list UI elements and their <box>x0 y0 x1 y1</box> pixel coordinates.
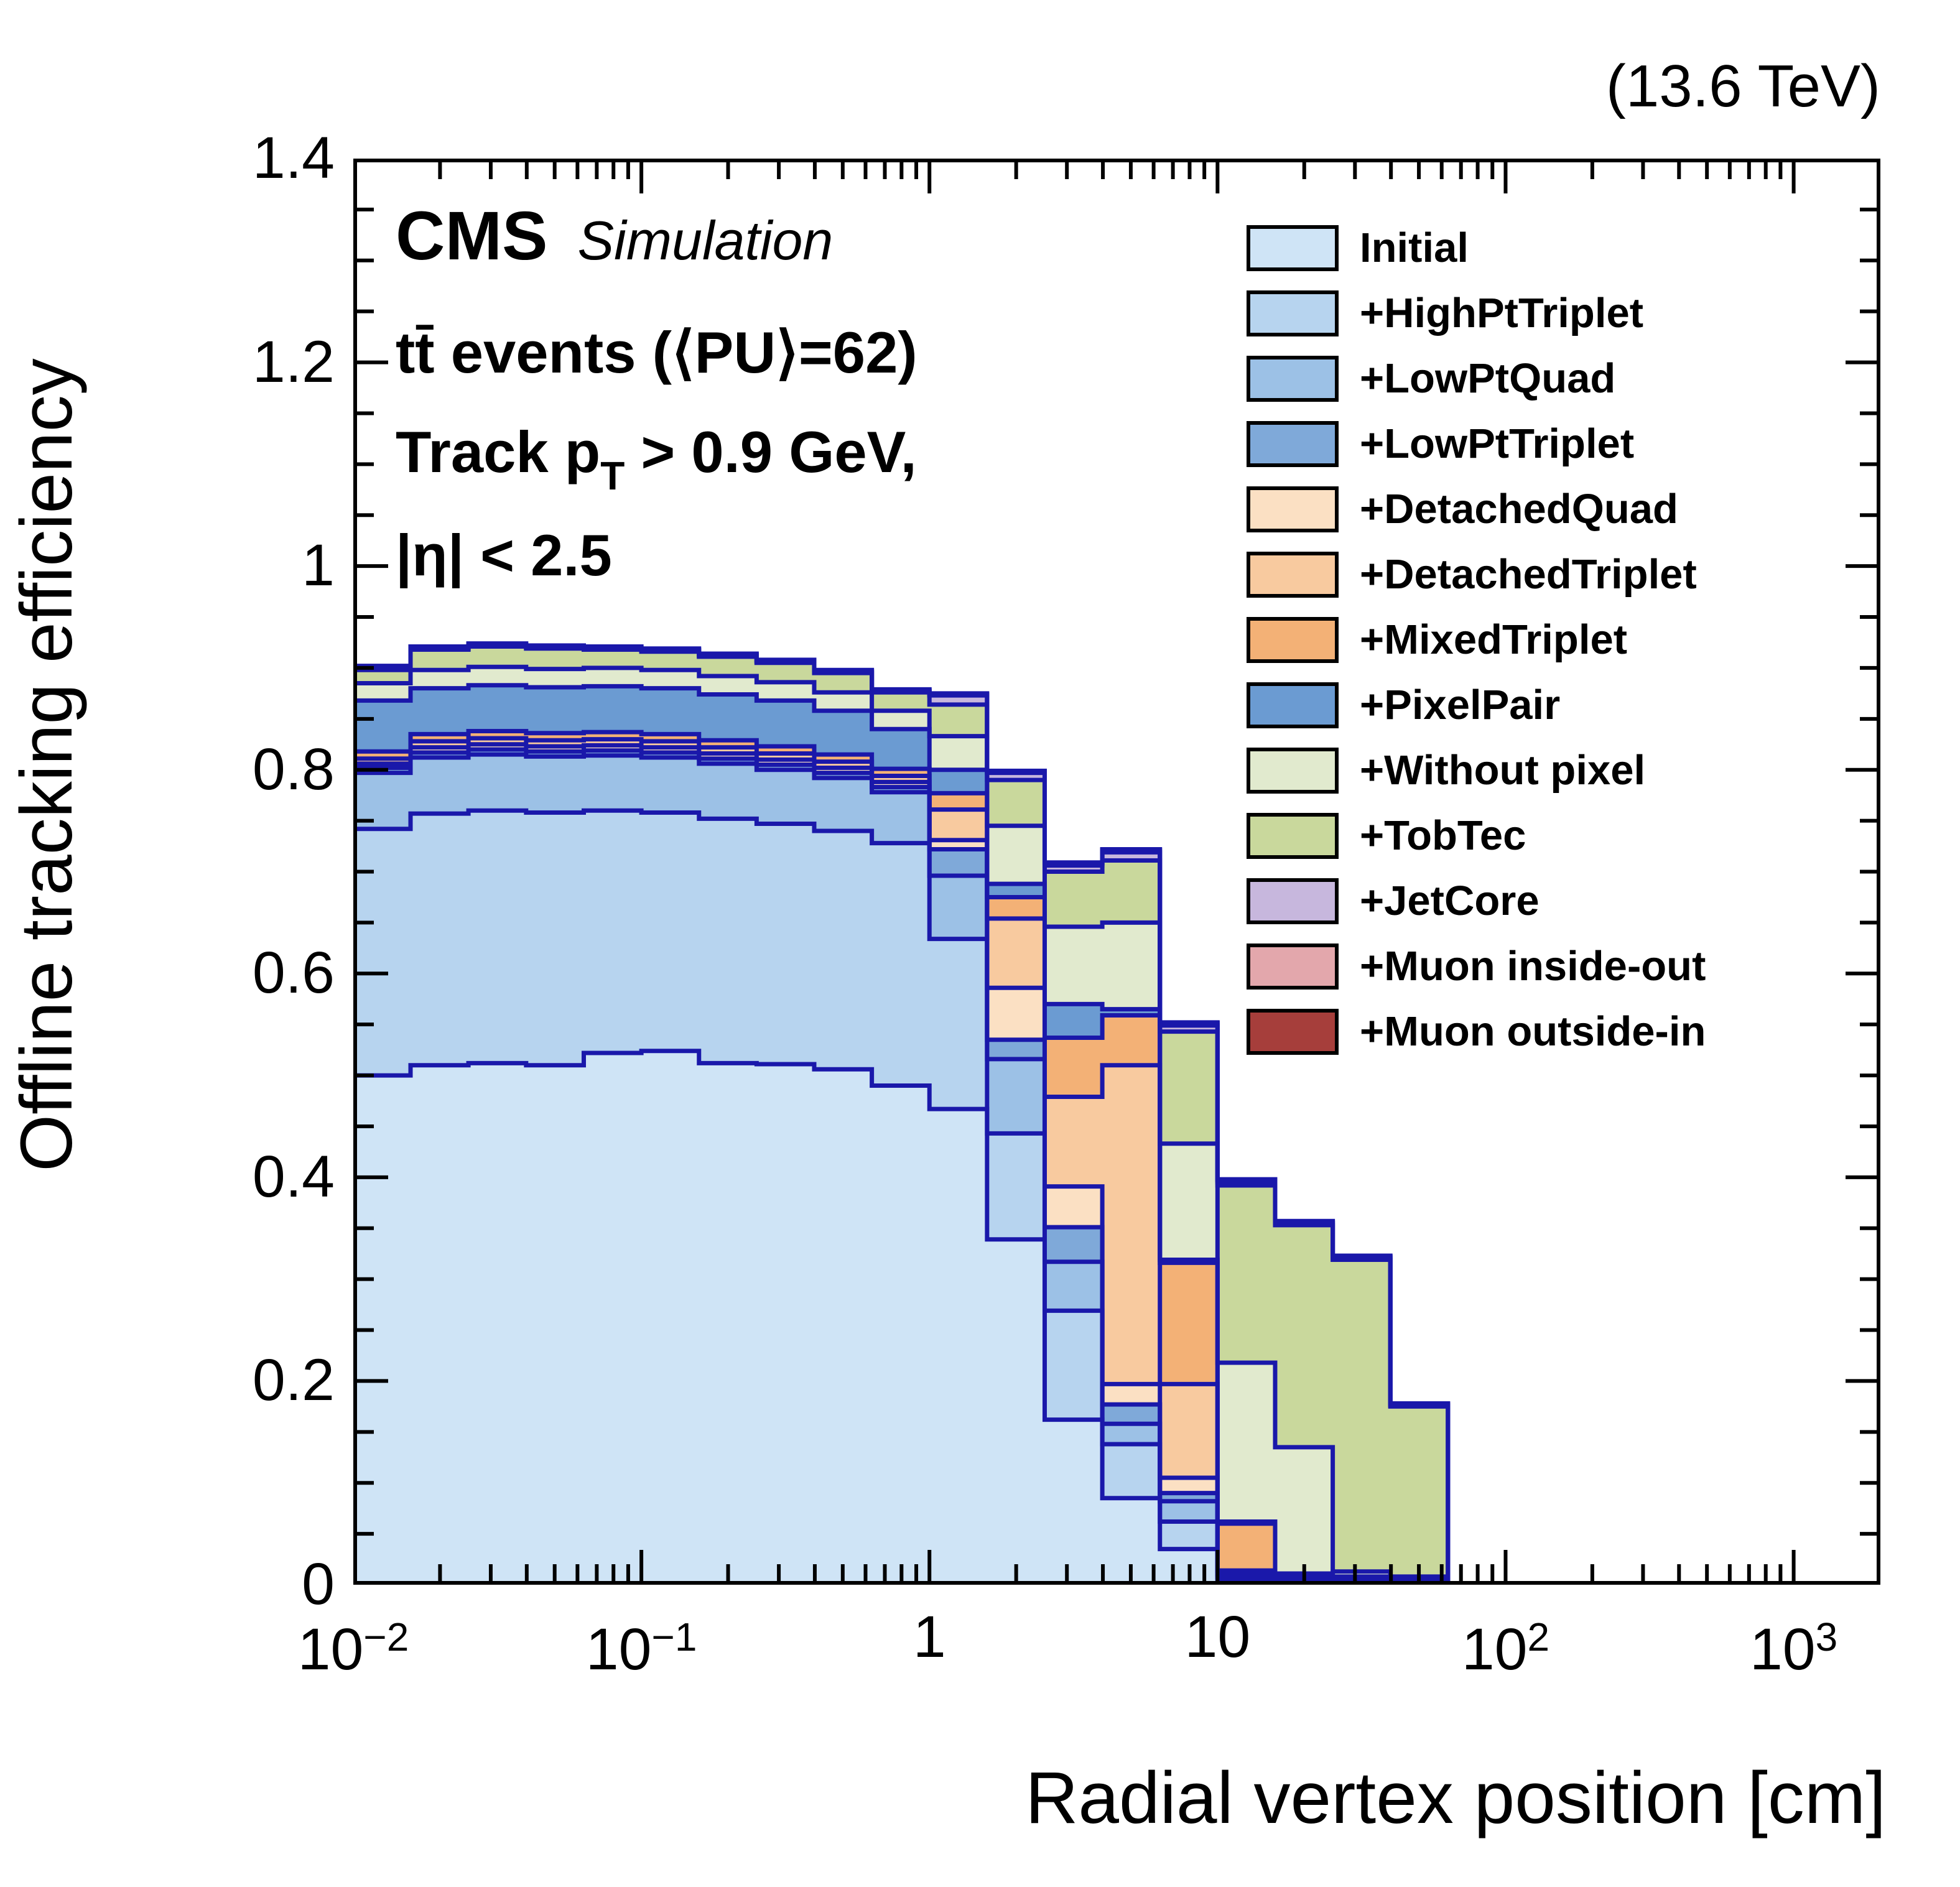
legend-label: +PixelPair <box>1360 681 1561 728</box>
legend-label: +LowPtQuad <box>1360 355 1616 402</box>
x-tick-label: 102 <box>1461 1615 1550 1682</box>
y-tick-label: 1.4 <box>252 125 335 191</box>
legend-label: +TobTec <box>1360 812 1526 859</box>
plot-title: CMS Simulation <box>396 199 833 278</box>
x-tick-label: 10−1 <box>585 1615 697 1682</box>
legend-item: +Muon inside-out <box>1247 934 1706 999</box>
legend-item: +PixelPair <box>1247 672 1706 738</box>
eta-annotation: |η| < 2.5 <box>396 522 612 588</box>
legend-swatch <box>1247 355 1339 402</box>
legend: Initial +HighPtTriplet +LowPtQuad +LowPt… <box>1247 215 1706 1064</box>
legend-item: +LowPtQuad <box>1247 346 1706 411</box>
track-pt-prefix: Track p <box>396 419 601 484</box>
x-tick-label: 1 <box>913 1604 946 1670</box>
legend-swatch <box>1247 747 1339 794</box>
legend-item: +JetCore <box>1247 868 1706 934</box>
legend-label: +LowPtTriplet <box>1360 420 1635 467</box>
experiment-label: CMS <box>396 198 548 274</box>
legend-label: +Muon outside-in <box>1360 1008 1706 1055</box>
legend-label: +Without pixel <box>1360 746 1646 794</box>
energy-label: (13.6 TeV) <box>1605 53 1880 119</box>
plot-frame <box>353 159 1880 1585</box>
legend-item: +HighPtTriplet <box>1247 280 1706 346</box>
track-pt-subscript: T <box>600 453 625 498</box>
x-tick-label: 103 <box>1749 1615 1838 1682</box>
legend-item: Initial <box>1247 215 1706 280</box>
x-tick-label: 10 <box>1184 1604 1251 1670</box>
legend-label: +JetCore <box>1360 877 1540 924</box>
legend-item: +MixedTriplet <box>1247 607 1706 672</box>
legend-swatch <box>1247 420 1339 467</box>
y-tick-label: 0.4 <box>252 1143 335 1210</box>
legend-item: +LowPtTriplet <box>1247 411 1706 476</box>
legend-label: Initial <box>1360 224 1469 271</box>
legend-swatch <box>1247 486 1339 532</box>
y-tick-label: 0.6 <box>252 940 335 1006</box>
legend-label: +DetachedQuad <box>1360 485 1678 532</box>
track-pt-annotation: Track pT > 0.9 GeV, <box>396 418 917 510</box>
legend-item: +DetachedQuad <box>1247 476 1706 542</box>
simulation-label: Simulation <box>577 210 834 271</box>
legend-label: +DetachedTriplet <box>1360 550 1697 598</box>
events-annotation: tt̄ events (⟨PU⟩=62) <box>396 320 917 385</box>
legend-swatch <box>1247 812 1339 859</box>
legend-swatch <box>1247 682 1339 728</box>
y-tick-label: 0.8 <box>252 736 335 802</box>
legend-swatch <box>1247 551 1339 598</box>
y-tick-label: 1.2 <box>252 328 335 395</box>
legend-swatch <box>1247 1008 1339 1055</box>
x-tick-label: 10−2 <box>297 1615 409 1682</box>
legend-label: +HighPtTriplet <box>1360 289 1644 336</box>
stacked-histogram-canvas <box>353 159 1880 1585</box>
legend-item: +Muon outside-in <box>1247 999 1706 1064</box>
legend-swatch <box>1247 616 1339 663</box>
x-axis-title: Radial vertex position [cm] <box>1025 1757 1886 1839</box>
legend-item: +DetachedTriplet <box>1247 542 1706 607</box>
y-tick-label: 0 <box>302 1551 335 1617</box>
legend-swatch <box>1247 225 1339 271</box>
y-tick-label: 1 <box>302 532 335 599</box>
legend-item: +Without pixel <box>1247 738 1706 803</box>
y-tick-label: 0.2 <box>252 1347 335 1414</box>
track-pt-suffix: > 0.9 GeV, <box>625 419 917 484</box>
legend-label: +Muon inside-out <box>1360 942 1706 990</box>
legend-swatch <box>1247 943 1339 990</box>
legend-label: +MixedTriplet <box>1360 616 1628 663</box>
legend-item: +TobTec <box>1247 803 1706 868</box>
legend-swatch <box>1247 878 1339 924</box>
legend-swatch <box>1247 290 1339 336</box>
